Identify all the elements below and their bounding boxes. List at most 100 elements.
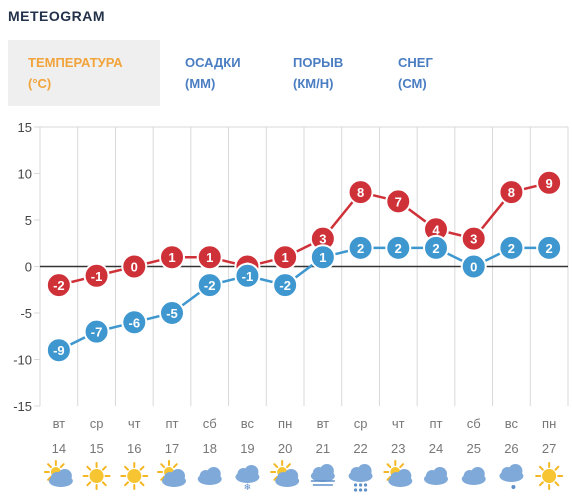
min-temp-value-label: 2 (508, 241, 515, 256)
min-temp-point (498, 234, 525, 261)
cloud-rain-icon (348, 464, 373, 492)
tab-precipitation[interactable]: ОСАДКИ (ММ) (163, 40, 273, 106)
min-temp-point (196, 272, 223, 299)
y-tick-label: -10 (13, 353, 32, 368)
max-temp-point (536, 169, 563, 196)
sun-icon (535, 462, 564, 490)
y-tick-label: 0 (25, 260, 32, 275)
min-temp-value-label: -1 (242, 269, 254, 284)
x-date-label: 25 (466, 441, 480, 456)
x-date-label: 21 (316, 441, 330, 456)
x-date-label: 14 (52, 441, 66, 456)
x-day-label: вт (317, 416, 330, 431)
cloud-snow-icon: ❄ (235, 465, 260, 492)
meteogram-title: METEOGRAM (8, 8, 106, 24)
x-day-label: вс (241, 416, 255, 431)
tab-gust[interactable]: ПОРЫВ (КМ/Н) (273, 40, 378, 106)
x-date-label: 15 (89, 441, 103, 456)
tab-temperature-unit: (°C) (28, 76, 52, 91)
min-temp-point (121, 309, 148, 336)
max-temp-value-label: 8 (357, 185, 364, 200)
x-day-label: пт (430, 416, 443, 431)
x-date-label: 17 (165, 441, 179, 456)
min-temp-point (159, 300, 185, 326)
max-temp-point (121, 253, 148, 280)
min-temp-value-label: -6 (129, 315, 141, 330)
min-temp-point (234, 262, 261, 289)
x-date-label: 27 (542, 441, 556, 456)
x-day-label: чт (392, 416, 405, 431)
max-temp-value-label: 7 (395, 194, 402, 209)
tab-temperature-label: ТЕМПЕРАТУРА (28, 55, 123, 70)
x-day-label: пн (278, 416, 292, 431)
max-temp-value-label: 1 (168, 250, 175, 265)
tab-gust-label: ПОРЫВ (293, 55, 344, 70)
x-date-label: 23 (391, 441, 405, 456)
min-temp-point (385, 234, 412, 261)
max-temp-value-label: 1 (282, 250, 289, 265)
x-day-label: пт (166, 416, 179, 431)
max-temp-point (498, 179, 525, 206)
min-temp-value-label: 2 (357, 241, 364, 256)
min-temp-point (45, 337, 72, 364)
cloud-icon (461, 467, 486, 485)
x-date-label: 19 (240, 441, 254, 456)
min-temp-point (536, 234, 563, 261)
y-tick-label: -15 (13, 399, 32, 414)
max-temp-value-label: 4 (432, 222, 440, 237)
max-temp-point (196, 244, 223, 271)
max-temp-value-label: -1 (91, 269, 103, 284)
min-temp-point (83, 318, 110, 345)
min-temp-value-label: -2 (204, 278, 216, 293)
y-tick-label: 5 (25, 213, 32, 228)
min-temp-value-label: 2 (546, 241, 553, 256)
min-temp-value-label: -2 (279, 278, 291, 293)
x-day-label: пн (542, 416, 556, 431)
min-temp-point (423, 234, 449, 261)
partly-cloudy-sun-icon (270, 460, 300, 487)
cloud-icon (424, 467, 448, 485)
partly-cloudy-sun-icon (383, 460, 413, 487)
max-temp-value-label: 0 (131, 260, 138, 275)
svg-text:❄: ❄ (244, 482, 252, 492)
x-day-label: сб (467, 416, 481, 431)
max-temp-point (385, 188, 412, 215)
x-date-label: 24 (429, 441, 443, 456)
partly-cloudy-sun-icon (157, 460, 186, 487)
tab-snow-unit: (СМ) (398, 76, 427, 91)
y-tick-label: 15 (18, 120, 32, 135)
x-date-label: 16 (127, 441, 141, 456)
tab-snow[interactable]: СНЕГ (СМ) (378, 40, 568, 106)
tab-snow-label: СНЕГ (398, 55, 433, 70)
y-tick-label: 10 (18, 167, 32, 182)
min-temp-value-label: -7 (91, 325, 103, 340)
min-temp-value-label: 0 (470, 260, 477, 275)
x-day-label: вт (53, 416, 66, 431)
max-temp-point (83, 262, 110, 289)
max-temp-point (272, 244, 299, 271)
sun-icon (120, 462, 149, 490)
x-day-label: ср (90, 416, 104, 431)
min-temp-point (272, 272, 299, 299)
x-date-label: 20 (278, 441, 292, 456)
cloud-icon (197, 467, 222, 485)
tab-temperature[interactable]: ТЕМПЕРАТУРА (°C) (8, 40, 160, 106)
cloud-fog-icon (310, 464, 335, 486)
max-temp-value-label: 3 (470, 232, 477, 247)
max-temp-value-label: 9 (546, 176, 553, 191)
max-temp-value-label: 3 (319, 232, 326, 247)
max-temp-point (347, 179, 374, 206)
tab-precipitation-label: ОСАДКИ (185, 55, 241, 70)
x-day-label: ср (354, 416, 368, 431)
max-temp-value-label: 1 (206, 250, 213, 265)
cloud-drizzle-icon (499, 464, 524, 489)
x-date-label: 22 (353, 441, 367, 456)
min-temp-value-label: 1 (319, 250, 326, 265)
min-temp-value-label: 2 (432, 241, 439, 256)
min-temp-point (347, 234, 374, 261)
partly-cloudy-sun-icon (43, 460, 73, 487)
x-day-label: вс (505, 416, 519, 431)
y-tick-label: -5 (20, 306, 32, 321)
max-temp-point (45, 272, 72, 299)
